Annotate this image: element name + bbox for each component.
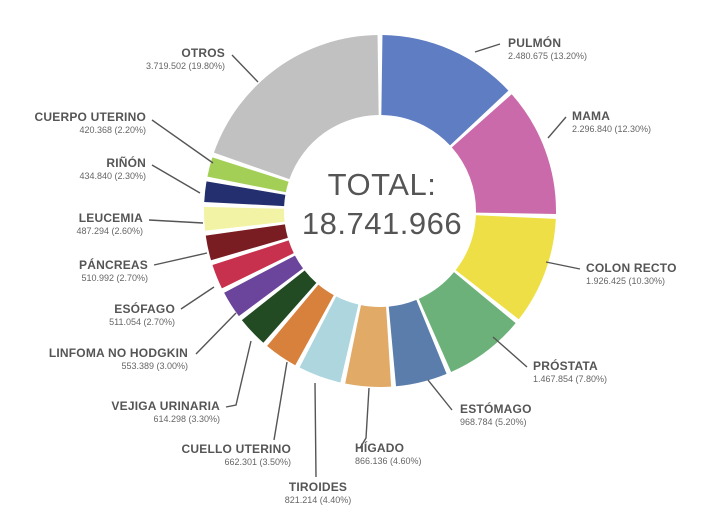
label-value-linfoma-no-hodgkin: 553.389 (3.00%) xyxy=(121,361,188,371)
leader-line-linfoma-no-hodgkin xyxy=(195,312,237,355)
leader-line-pancreas xyxy=(153,252,208,266)
slice-pulmon xyxy=(381,35,509,146)
label-name-cuello-uterino: CUELLO UTERINO xyxy=(182,442,291,456)
slice-otros xyxy=(213,35,379,180)
slice-linfoma-no-hodgkin xyxy=(224,255,304,317)
leader-line-estomago xyxy=(427,379,453,411)
label-name-otros: OTROS xyxy=(181,46,225,60)
label-name-cuerpo-uterino: CUERPO UTERINO xyxy=(35,110,146,124)
leader-line-higado xyxy=(359,387,370,449)
slice-estomago xyxy=(388,299,447,387)
label-name-colon-recto: COLON RECTO xyxy=(586,261,677,275)
slice-leucemia xyxy=(204,206,285,231)
slice-higado xyxy=(345,305,392,387)
label-value-prostata: 1.467.854 (7.80%) xyxy=(533,374,607,384)
label-value-otros: 3.719.502 (19.80%) xyxy=(146,61,225,71)
label-name-leucemia: LEUCEMIA xyxy=(79,211,143,225)
leader-line-vejiga-urinaria xyxy=(225,340,252,408)
label-value-tiroides: 821.214 (4.40%) xyxy=(285,495,352,505)
leader-line-cuello-uterino xyxy=(273,361,288,441)
label-name-vejiga-urinaria: VEJIGA URINARIA xyxy=(111,399,220,413)
slice-mama xyxy=(451,94,556,214)
donut-slices xyxy=(204,35,556,387)
leader-line-cuerpo-uterino xyxy=(151,119,214,164)
slice-tiroides xyxy=(299,296,359,383)
label-value-cuerpo-uterino: 420.368 (2.20%) xyxy=(79,125,146,135)
leader-line-otros xyxy=(231,54,259,83)
slice-colon-recto xyxy=(455,215,556,320)
slice-cuerpo-uterino xyxy=(207,157,289,193)
label-name-mama: MAMA xyxy=(572,109,610,123)
slice-prostata xyxy=(418,272,516,372)
label-value-vejiga-urinaria: 614.298 (3.30%) xyxy=(153,414,220,424)
label-value-estomago: 968.784 (5.20%) xyxy=(460,417,527,427)
center-total-value: 18.741.966 xyxy=(302,206,462,241)
slice-pancreas xyxy=(205,224,288,261)
label-name-estomago: ESTÓMAGO xyxy=(460,401,532,416)
label-name-higado: HÍGADO xyxy=(355,440,404,455)
center-total-label: TOTAL: xyxy=(328,167,437,202)
leader-line-pulmon xyxy=(474,43,501,53)
leader-line-tiroides xyxy=(314,382,317,478)
label-value-rinon: 434.840 (2.30%) xyxy=(79,171,146,181)
label-value-pulmon: 2.480.675 (13.20%) xyxy=(508,51,587,61)
label-value-higado: 866.136 (4.60%) xyxy=(355,456,422,466)
label-value-mama: 2.296.840 (12.30%) xyxy=(572,124,651,134)
label-name-pulmon: PULMÓN xyxy=(508,35,561,50)
leader-line-rinon xyxy=(151,164,201,194)
slice-cuello-uterino xyxy=(267,284,334,366)
leader-line-colon-recto xyxy=(545,261,581,270)
leader-line-mama xyxy=(547,116,567,139)
label-name-prostata: PRÓSTATA xyxy=(533,358,598,373)
label-name-rinon: RIÑÓN xyxy=(106,155,146,170)
slice-esofago xyxy=(212,240,294,289)
label-name-pancreas: PÁNCREAS xyxy=(79,257,148,272)
leader-line-esofago xyxy=(180,286,215,310)
label-value-cuello-uterino: 662.301 (3.50%) xyxy=(224,457,291,467)
slice-rinon xyxy=(204,181,286,207)
label-value-esofago: 511.054 (2.70%) xyxy=(109,317,175,327)
leader-lines xyxy=(148,43,581,478)
leader-line-leucemia xyxy=(148,219,204,224)
label-name-linfoma-no-hodgkin: LINFOMA NO HODGKIN xyxy=(49,346,188,360)
label-value-colon-recto: 1.926.425 (10.30%) xyxy=(586,276,665,286)
label-value-pancreas: 510.992 (2.70%) xyxy=(81,273,148,283)
label-value-leucemia: 487.294 (2.60%) xyxy=(76,226,143,236)
leader-line-prostata xyxy=(492,336,528,368)
slice-vejiga-urinaria xyxy=(241,270,317,343)
label-name-esofago: ESÓFAGO xyxy=(114,301,175,316)
label-name-tiroides: TIROIDES xyxy=(289,480,347,494)
